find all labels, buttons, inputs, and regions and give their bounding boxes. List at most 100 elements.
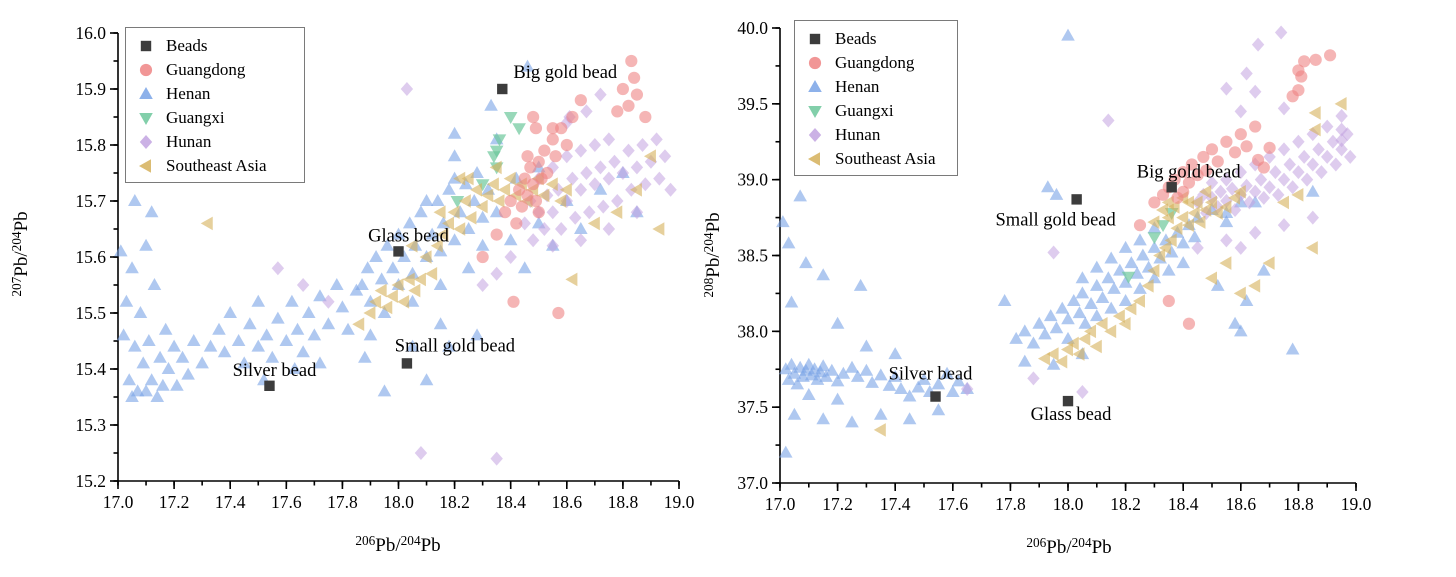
annotations: Big gold bead Glass bead Small gold bead Si… [233, 63, 618, 381]
svg-text:18.8: 18.8 [608, 492, 639, 512]
legend-item-hunan: Hunan [134, 130, 296, 154]
left-scatter-plot: 17.0 17.2 17.4 17.6 17.8 18.0 18.2 18.4 18.6 18.8… [75, 23, 694, 512]
diamond-icon [808, 128, 822, 142]
legend-label: Henan [166, 84, 211, 103]
series-hunan [271, 82, 677, 466]
tick-labels: 17.0 17.2 17.4 17.6 17.8 18.0 18.2 18.4 18.6 18.8… [75, 23, 694, 512]
svg-text:17.8: 17.8 [995, 494, 1026, 514]
annotation-big-gold-bead: Big gold bead [1137, 162, 1242, 182]
legend-item-guangdong: Guangdong [134, 58, 296, 82]
axes [772, 27, 1357, 491]
left-plot-legend: Beads Guangdong Henan Guangxi Hunan Southeast… [125, 27, 305, 183]
y-label-text: Pb/ [11, 251, 32, 277]
triangle-up-icon [139, 87, 153, 99]
isotope-superscript: 204 [400, 533, 421, 549]
isotope-superscript: 208 [701, 277, 717, 298]
left-y-axis-label: 207Pb/204Pb [9, 211, 33, 297]
annotation-small-gold-bead: Small gold bead [395, 336, 516, 356]
right-x-axis-label: 206Pb/204Pb [1026, 535, 1112, 559]
y-label-text: Pb [11, 211, 32, 232]
svg-text:38.5: 38.5 [737, 246, 768, 266]
square-icon [809, 33, 821, 45]
svg-text:17.6: 17.6 [937, 494, 968, 514]
svg-text:18.4: 18.4 [1168, 494, 1199, 514]
svg-text:17.4: 17.4 [880, 494, 911, 514]
svg-text:37.0: 37.0 [737, 473, 768, 493]
left-x-axis-label: 206Pb/204Pb [355, 533, 441, 557]
svg-text:15.5: 15.5 [75, 303, 106, 323]
y-label-text: Pb [703, 212, 724, 233]
triangle-down-icon [139, 113, 153, 125]
isotope-superscript: 204 [9, 231, 25, 252]
svg-text:17.2: 17.2 [822, 494, 853, 514]
legend-item-beads: Beads [134, 34, 296, 58]
annotation-silver-bead: Silver bead [889, 365, 973, 385]
isotope-superscript: 204 [701, 232, 717, 253]
x-label-text: Pb [1091, 537, 1112, 558]
svg-text:15.3: 15.3 [75, 415, 106, 435]
legend-label: Guangdong [166, 60, 246, 79]
svg-text:18.0: 18.0 [1053, 494, 1084, 514]
triangle-up-icon [808, 80, 822, 92]
svg-text:15.8: 15.8 [75, 135, 106, 155]
legend-item-guangxi: Guangxi [134, 106, 296, 130]
annotation-glass-bead: Glass bead [368, 226, 449, 246]
legend-item-henan: Henan [803, 75, 949, 99]
x-label-text: Pb [420, 535, 441, 556]
right-scatter-plot: 17.0 17.2 17.4 17.6 17.8 18.0 18.2 18.4 18.6 18.8… [737, 18, 1371, 514]
svg-text:18.8: 18.8 [1283, 494, 1314, 514]
svg-text:40.0: 40.0 [737, 18, 768, 38]
right-y-axis-label: 208Pb/204Pb [701, 212, 725, 298]
legend-label: Hunan [835, 125, 881, 144]
svg-text:15.2: 15.2 [75, 471, 106, 491]
x-label-text: Pb/ [375, 535, 401, 556]
legend-label: Guangdong [835, 53, 915, 72]
series-beads [930, 182, 1177, 407]
svg-text:18.6: 18.6 [551, 492, 582, 512]
triangle-left-icon [808, 152, 820, 166]
isotope-superscript: 206 [355, 533, 376, 549]
legend-item-hunan: Hunan [803, 123, 949, 147]
svg-text:18.4: 18.4 [495, 492, 526, 512]
y-label-text: Pb/ [703, 252, 724, 278]
svg-text:16.0: 16.0 [75, 23, 106, 43]
series-southeast-asia [873, 97, 1347, 437]
svg-text:17.0: 17.0 [103, 492, 134, 512]
svg-text:19.0: 19.0 [664, 492, 695, 512]
legend-label: Southeast Asia [166, 156, 267, 175]
svg-text:17.0: 17.0 [765, 494, 796, 514]
legend-item-beads: Beads [803, 27, 949, 51]
annotations: Big gold bead Small gold bead Silver bead G… [889, 162, 1242, 425]
tick-labels: 17.0 17.2 17.4 17.6 17.8 18.0 18.2 18.4 18.6 18.8… [737, 18, 1371, 514]
svg-text:15.4: 15.4 [75, 359, 106, 379]
legend-label: Hunan [166, 132, 212, 151]
isotope-superscript: 204 [1071, 535, 1092, 551]
svg-text:39.0: 39.0 [737, 170, 768, 190]
square-icon [140, 40, 152, 52]
x-label-text: Pb/ [1046, 537, 1072, 558]
legend-item-guangdong: Guangdong [803, 51, 949, 75]
triangle-down-icon [808, 106, 822, 118]
legend-label: Guangxi [166, 108, 225, 127]
svg-text:17.4: 17.4 [215, 492, 246, 512]
legend-label: Beads [835, 29, 877, 48]
svg-text:39.5: 39.5 [737, 94, 768, 114]
circle-icon [139, 63, 153, 77]
triangle-left-icon [139, 159, 151, 173]
legend-label: Southeast Asia [835, 149, 936, 168]
svg-text:17.8: 17.8 [327, 492, 358, 512]
legend-item-guangxi: Guangxi [803, 99, 949, 123]
svg-text:18.2: 18.2 [1110, 494, 1141, 514]
svg-text:18.0: 18.0 [383, 492, 414, 512]
svg-text:38.0: 38.0 [737, 321, 768, 341]
right-plot-legend: Beads Guangdong Henan Guangxi Hunan Southeast… [794, 20, 958, 176]
isotope-superscript: 207 [9, 276, 25, 297]
svg-text:37.5: 37.5 [737, 397, 768, 417]
legend-item-henan: Henan [134, 82, 296, 106]
annotation-silver-bead: Silver bead [233, 361, 317, 381]
series-guangdong [476, 54, 652, 320]
legend-item-southeast-asia: Southeast Asia [134, 154, 296, 178]
svg-text:17.6: 17.6 [271, 492, 302, 512]
legend-label: Guangxi [835, 101, 894, 120]
